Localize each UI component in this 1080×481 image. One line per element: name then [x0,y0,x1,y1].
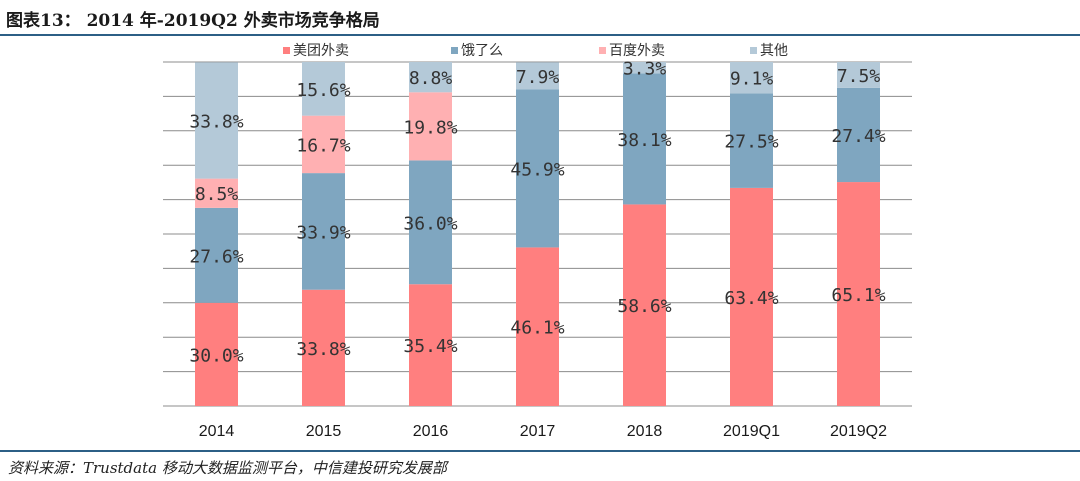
bar-segment [623,73,666,205]
data-label: 45.9% [510,159,564,180]
data-label: 19.8% [403,117,457,138]
x-tick-label: 2019Q1 [723,423,780,440]
bar-segment [623,204,666,406]
data-label: 27.4% [831,126,885,147]
data-label: 36.0% [403,213,457,234]
legend-swatch [451,47,458,54]
bar-segment [302,62,345,116]
data-label: 33.8% [296,339,350,360]
bar-segment [302,173,345,290]
data-label: 15.6% [296,80,350,101]
data-label: 27.6% [189,246,243,267]
bar-segment [730,187,773,406]
bar-segment [195,207,238,303]
legend-swatch [599,47,606,54]
data-label: 38.1% [617,130,671,151]
data-label: 65.1% [831,285,885,306]
bar-segment [409,284,452,406]
legend-label: 美团外卖 [293,43,349,59]
legend-label: 饿了么 [461,43,503,59]
bar-segment [195,302,238,406]
bar-segment [837,62,880,88]
bar-segment [195,62,238,179]
bar-segment [409,92,452,161]
bar-segment [516,247,559,406]
bar-segment [837,182,880,406]
data-label: 35.4% [403,336,457,357]
x-tick-label: 2015 [306,423,342,440]
legend-swatch [750,47,757,54]
x-tick-label: 2019Q2 [830,423,887,440]
bar-segment [623,62,666,74]
bar-segment [195,178,238,208]
data-label: 9.1% [730,69,774,90]
x-tick-label: 2014 [199,423,235,440]
legend-swatch [283,47,290,54]
stacked-bar-chart: 30.0% 27.6% 8.5% 33.8% 2014 33.8% 33.9% 16.7% 15… [163,43,912,440]
data-label: 8.5% [195,184,239,205]
legend-label: 百度外卖 [609,43,665,59]
x-tick-label: 2018 [627,423,663,440]
bar-segment [409,62,452,93]
data-label: 7.5% [837,66,881,87]
bar-segment [730,93,773,188]
data-label: 8.8% [409,68,453,89]
bar-segment [302,115,345,174]
bar-segment [302,289,345,406]
source-note: 资料来源：Trustdata 移动大数据监测平台，中信建投研究发展部 [8,459,447,477]
data-label: 3.3% [623,59,667,80]
bar-segment [516,62,559,90]
bar-segment [516,89,559,248]
header-rule [0,34,1080,36]
data-label: 63.4% [724,288,778,309]
data-label: 58.6% [617,296,671,317]
data-label: 7.9% [516,67,560,88]
figure-title: 图表13： 2014 年-2019Q2 外卖市场竞争格局 [6,11,380,31]
bar-segment [837,87,880,183]
data-label: 27.5% [724,132,778,153]
data-label: 33.8% [189,111,243,132]
data-label: 30.0% [189,345,243,366]
bar-segment [409,160,452,285]
x-tick-label: 2017 [520,423,556,440]
bar-segment [730,62,773,94]
legend-label: 其他 [760,43,788,59]
data-label: 16.7% [296,135,350,156]
footer-rule [0,450,1080,452]
data-label: 46.1% [510,318,564,339]
x-tick-label: 2016 [413,423,449,440]
data-label: 33.9% [296,222,350,243]
